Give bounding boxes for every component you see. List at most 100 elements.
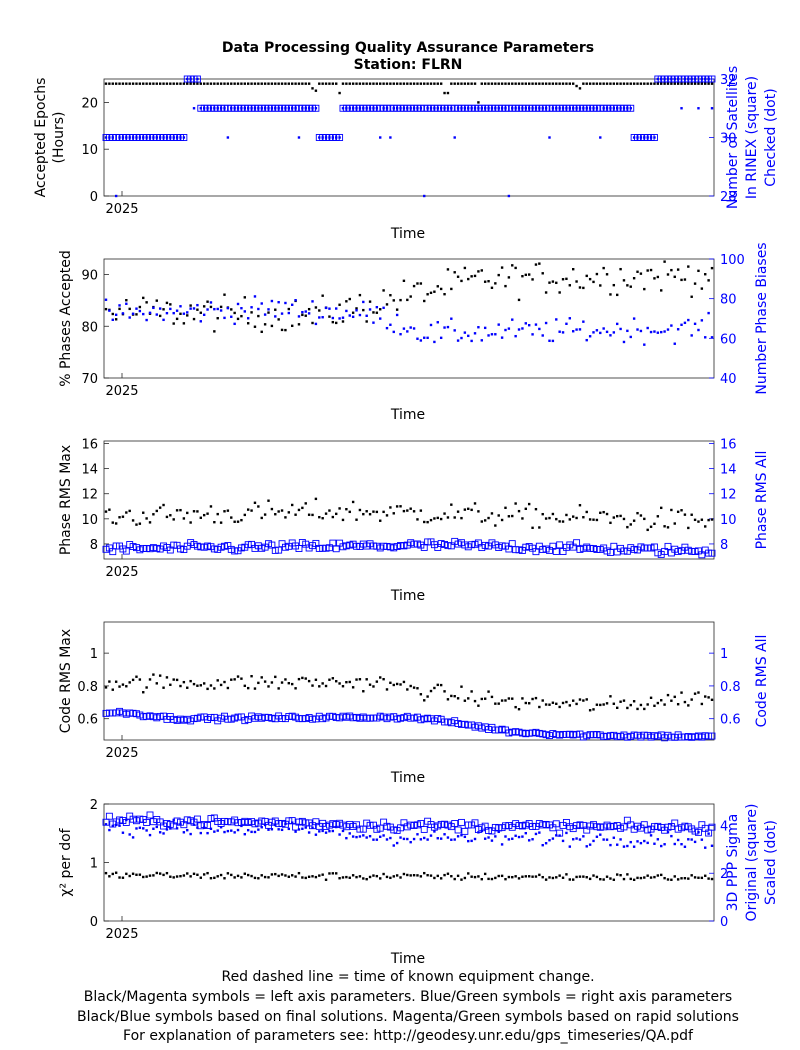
data-point-dot bbox=[710, 266, 714, 270]
data-point-dot bbox=[500, 518, 504, 522]
data-point-dot bbox=[142, 875, 145, 879]
data-point-dot bbox=[155, 682, 158, 685]
data-point-dot bbox=[436, 107, 439, 110]
left-axis-label: Code RMS Max bbox=[58, 629, 74, 733]
data-point-dot bbox=[409, 874, 412, 877]
data-point-dot bbox=[148, 136, 152, 139]
data-point-dot bbox=[568, 82, 572, 85]
data-point-dot bbox=[321, 682, 324, 685]
data-point-dot bbox=[436, 516, 439, 520]
data-point-dot bbox=[111, 872, 114, 876]
data-point-dot bbox=[365, 82, 368, 85]
data-point-dot bbox=[582, 286, 585, 290]
data-point-dot bbox=[670, 268, 673, 272]
data-point-dot bbox=[477, 101, 480, 104]
data-point-dot bbox=[365, 314, 368, 317]
data-point-dot bbox=[595, 835, 599, 838]
data-point-dot bbox=[297, 136, 301, 139]
data-point-dot bbox=[358, 313, 362, 317]
data-point-dot bbox=[243, 310, 247, 313]
data-point-dot bbox=[612, 836, 616, 839]
data-point-dot bbox=[433, 686, 436, 690]
data-point-dot bbox=[653, 875, 656, 879]
data-point-dot bbox=[179, 684, 182, 688]
data-point-dot bbox=[175, 317, 179, 321]
data-point-dot bbox=[419, 339, 423, 342]
data-point-dot bbox=[372, 838, 375, 841]
data-point-dot bbox=[209, 301, 213, 304]
data-point-dot bbox=[362, 512, 365, 516]
data-point-dot bbox=[406, 330, 409, 333]
data-point-dot bbox=[186, 511, 189, 515]
data-point-dot bbox=[639, 514, 643, 517]
data-point-dot bbox=[477, 510, 480, 513]
data-point-square bbox=[451, 820, 459, 827]
data-point-dot bbox=[656, 275, 660, 279]
data-point-dot bbox=[609, 293, 612, 296]
data-point-dot bbox=[145, 301, 148, 304]
data-point-dot bbox=[487, 516, 490, 520]
data-point-dot bbox=[463, 107, 467, 110]
data-point-dot bbox=[676, 82, 680, 85]
data-point-dot bbox=[138, 136, 142, 139]
data-point-dot bbox=[148, 82, 152, 85]
data-point-dot bbox=[375, 311, 379, 314]
left-axis-label: χ² per dof bbox=[58, 827, 74, 896]
data-point-dot bbox=[358, 107, 362, 110]
data-point-dot bbox=[142, 312, 145, 316]
data-point-dot bbox=[687, 526, 690, 530]
data-point-dot bbox=[399, 82, 402, 85]
data-point-dot bbox=[402, 107, 406, 110]
data-point-dot bbox=[494, 524, 497, 527]
data-point-dot bbox=[710, 877, 714, 881]
data-point-dot bbox=[687, 77, 690, 81]
data-point-dot bbox=[629, 703, 632, 707]
data-point-dot bbox=[666, 526, 670, 529]
data-point-dot bbox=[571, 330, 575, 333]
data-point-dot bbox=[643, 517, 646, 521]
left-tick-label: 80 bbox=[81, 320, 98, 335]
data-point-dot bbox=[555, 702, 558, 705]
left-tick-label: 2 bbox=[90, 798, 98, 813]
data-point-dot bbox=[284, 516, 287, 519]
data-point-dot bbox=[622, 82, 626, 85]
data-point-dot bbox=[341, 82, 345, 85]
data-point-dot bbox=[673, 695, 676, 699]
data-point-dot bbox=[470, 339, 473, 343]
data-point-dot bbox=[416, 82, 419, 85]
data-point-dot bbox=[497, 514, 500, 517]
data-point-dot bbox=[568, 284, 572, 287]
data-point-dot bbox=[616, 873, 619, 876]
footer-line-3: Black/Blue symbols based on final soluti… bbox=[77, 1009, 739, 1025]
data-point-dot bbox=[527, 875, 531, 878]
data-point-dot bbox=[406, 82, 409, 85]
data-point-dot bbox=[629, 285, 632, 288]
data-point-dot bbox=[328, 678, 331, 681]
data-point-dot bbox=[433, 107, 436, 110]
data-point-dot bbox=[544, 878, 548, 881]
data-point-dot bbox=[121, 136, 125, 139]
data-point-dot bbox=[395, 874, 399, 877]
data-point-dot bbox=[565, 700, 568, 704]
data-point-dot bbox=[287, 827, 291, 831]
data-point-dot bbox=[128, 681, 131, 684]
data-point-dot bbox=[379, 519, 382, 522]
data-point-dot bbox=[419, 693, 423, 696]
data-point-dot bbox=[345, 875, 348, 879]
data-point-dot bbox=[599, 136, 602, 139]
data-point-dot bbox=[497, 82, 500, 85]
data-point-dot bbox=[155, 136, 158, 139]
data-point-dot bbox=[504, 107, 507, 110]
data-point-dot bbox=[605, 838, 609, 841]
data-point-dot bbox=[582, 82, 585, 85]
data-point-dot bbox=[348, 297, 351, 301]
right-tick-label: 1 bbox=[720, 647, 728, 662]
data-point-dot bbox=[216, 875, 219, 878]
data-point-dot bbox=[368, 683, 372, 686]
x-axis-label: Time bbox=[390, 226, 425, 242]
data-point-dot bbox=[355, 82, 358, 85]
data-point-dot bbox=[460, 516, 463, 520]
data-point-dot bbox=[707, 518, 710, 522]
